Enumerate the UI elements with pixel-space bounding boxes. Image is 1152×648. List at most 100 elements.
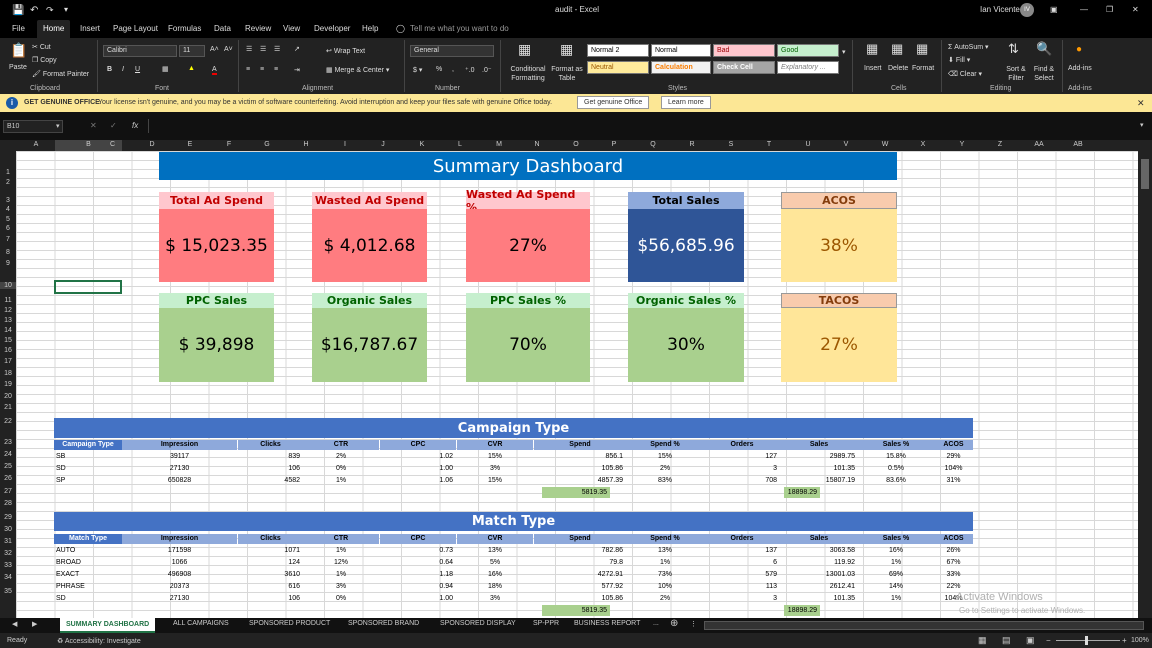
table-cell[interactable]: 16% bbox=[487, 571, 502, 578]
row-header[interactable]: 11 bbox=[4, 297, 12, 304]
table-cell[interactable]: SB bbox=[56, 453, 66, 460]
table-cell[interactable]: 5% bbox=[489, 559, 501, 566]
column-header[interactable]: S bbox=[728, 141, 734, 148]
table-cell[interactable]: 104% bbox=[944, 595, 963, 602]
sheet-options-icon[interactable]: ⋮ bbox=[690, 621, 697, 628]
table-cell[interactable]: 106 bbox=[288, 595, 300, 602]
zoom-level[interactable]: 100% bbox=[1131, 637, 1149, 644]
align-top-icon[interactable]: ☰ bbox=[246, 46, 253, 53]
column-header[interactable]: J bbox=[381, 141, 385, 148]
table-cell[interactable]: 1% bbox=[890, 559, 902, 566]
table-cell[interactable]: 1071 bbox=[284, 547, 300, 554]
ribbon-display-icon[interactable]: ▣ bbox=[1050, 5, 1058, 14]
sort-filter-icon[interactable]: ⇅ bbox=[1008, 41, 1019, 56]
fill-color-icon[interactable]: ▲ bbox=[188, 65, 195, 72]
column-header[interactable]: M bbox=[496, 141, 502, 148]
style-normal[interactable]: Normal bbox=[651, 44, 711, 57]
table-cell[interactable]: 3610 bbox=[284, 571, 300, 578]
table-cell[interactable]: 171598 bbox=[167, 547, 192, 554]
table-cell[interactable]: 137 bbox=[765, 547, 777, 554]
sales-total-cell[interactable]: 18898.29 bbox=[784, 487, 820, 498]
undo-icon[interactable]: ↶ bbox=[30, 5, 39, 16]
add-sheet-icon[interactable]: ⊕ bbox=[670, 618, 679, 629]
expand-formula-bar-icon[interactable]: ▾ bbox=[1140, 122, 1144, 129]
bold-button[interactable]: B bbox=[107, 66, 113, 73]
table-cell[interactable]: 15.8% bbox=[886, 453, 906, 460]
align-left-icon[interactable]: ≡ bbox=[246, 66, 251, 73]
conditional-formatting-icon[interactable]: ▦ bbox=[518, 41, 532, 57]
zoom-slider-thumb[interactable] bbox=[1085, 636, 1088, 645]
table-cell[interactable]: SP bbox=[56, 477, 66, 484]
table-cell[interactable]: 83% bbox=[657, 477, 672, 484]
row-header[interactable]: 26 bbox=[4, 475, 12, 482]
close-icon[interactable]: ✕ bbox=[1132, 5, 1139, 14]
italic-button[interactable]: I bbox=[122, 66, 124, 73]
table-cell[interactable]: 3 bbox=[773, 595, 777, 602]
table-cell[interactable]: 2% bbox=[335, 453, 347, 460]
tab-developer[interactable]: Developer bbox=[314, 24, 351, 33]
table-cell[interactable]: 69% bbox=[888, 571, 903, 578]
row-header[interactable]: 30 bbox=[4, 526, 12, 533]
paste-icon[interactable]: 📋 bbox=[10, 42, 28, 58]
table-cell[interactable]: 119.92 bbox=[834, 559, 855, 566]
table-cell[interactable]: 73% bbox=[657, 571, 672, 578]
table-cell[interactable]: 113 bbox=[765, 583, 777, 590]
zoom-in-icon[interactable]: + bbox=[1122, 636, 1127, 645]
table-cell[interactable]: 1% bbox=[335, 477, 347, 484]
tab-insert[interactable]: Insert bbox=[80, 24, 101, 33]
name-box-dropdown-icon[interactable]: ▾ bbox=[56, 123, 60, 130]
sheet-tab-sponsored-brand[interactable]: SPONSORED BRAND bbox=[348, 620, 420, 627]
horizontal-scrollbar[interactable] bbox=[704, 621, 1144, 630]
spend-total-cell[interactable]: 5819.35 bbox=[542, 487, 610, 498]
table-cell[interactable]: 27130 bbox=[169, 595, 190, 602]
sheet-tab-sponsored-product[interactable]: SPONSORED PRODUCT bbox=[249, 620, 331, 627]
row-header[interactable]: 32 bbox=[4, 550, 12, 557]
increase-decimal-icon[interactable]: ⁺.0 bbox=[465, 67, 475, 74]
style-neutral[interactable]: Neutral bbox=[587, 61, 649, 74]
column-header[interactable]: L bbox=[458, 141, 462, 148]
table-cell[interactable]: 0.73 bbox=[439, 547, 453, 554]
table-cell[interactable]: 3% bbox=[489, 595, 501, 602]
table-cell[interactable]: 26% bbox=[946, 547, 961, 554]
row-header[interactable]: 6 bbox=[6, 225, 10, 232]
confirm-entry-icon[interactable]: ✓ bbox=[110, 121, 117, 130]
tab-view[interactable]: View bbox=[283, 24, 301, 33]
table-cell[interactable]: 1.06 bbox=[439, 477, 453, 484]
row-header[interactable]: 23 bbox=[4, 439, 12, 446]
accessibility-status[interactable]: ♻ Accessibility: Investigate bbox=[57, 638, 141, 645]
paste-button[interactable]: Paste bbox=[9, 64, 27, 71]
row-header[interactable]: 13 bbox=[4, 317, 12, 324]
table-cell[interactable]: 15807.19 bbox=[825, 477, 855, 484]
table-cell[interactable]: 1.00 bbox=[439, 465, 453, 472]
column-header[interactable]: G bbox=[264, 141, 270, 148]
style-check-cell[interactable]: Check Cell bbox=[713, 61, 775, 74]
table-cell[interactable]: 579 bbox=[765, 571, 777, 578]
accounting-format-icon[interactable]: $ ▾ bbox=[413, 67, 423, 74]
table-cell[interactable]: 856.1 bbox=[605, 453, 623, 460]
delete-cells-icon[interactable]: ▦ bbox=[891, 41, 904, 56]
row-header[interactable]: 10 bbox=[0, 282, 16, 289]
table-cell[interactable]: 16% bbox=[888, 547, 903, 554]
orientation-icon[interactable]: ↗ bbox=[294, 46, 300, 53]
table-cell[interactable]: 2989.75 bbox=[829, 453, 855, 460]
get-genuine-office-button[interactable]: Get genuine Office bbox=[577, 96, 650, 109]
table-cell[interactable]: 12% bbox=[333, 559, 348, 566]
format-cells-icon[interactable]: ▦ bbox=[916, 41, 929, 56]
column-header[interactable]: D bbox=[149, 141, 155, 148]
borders-icon[interactable]: ▦ bbox=[162, 66, 169, 73]
column-header[interactable]: H bbox=[303, 141, 309, 148]
autosum-button[interactable]: Σ AutoSum ▾ bbox=[948, 44, 989, 51]
format-as-table-button[interactable]: Format as Table bbox=[551, 66, 583, 82]
zoom-slider[interactable] bbox=[1056, 640, 1120, 641]
vertical-scroll-thumb[interactable] bbox=[1141, 159, 1149, 189]
table-cell[interactable]: BROAD bbox=[56, 559, 81, 566]
user-name[interactable]: Ian Vicente bbox=[980, 5, 1020, 14]
table-cell[interactable]: 20373 bbox=[169, 583, 190, 590]
table-cell[interactable]: 83.6% bbox=[886, 477, 906, 484]
decrease-decimal-icon[interactable]: .0⁻ bbox=[482, 67, 492, 74]
table-cell[interactable]: 1.00 bbox=[439, 595, 453, 602]
column-header[interactable]: W bbox=[881, 141, 889, 148]
tell-me-search[interactable]: Tell me what you want to do bbox=[410, 24, 509, 33]
table-cell[interactable]: 3% bbox=[335, 583, 347, 590]
row-header[interactable]: 31 bbox=[4, 538, 12, 545]
